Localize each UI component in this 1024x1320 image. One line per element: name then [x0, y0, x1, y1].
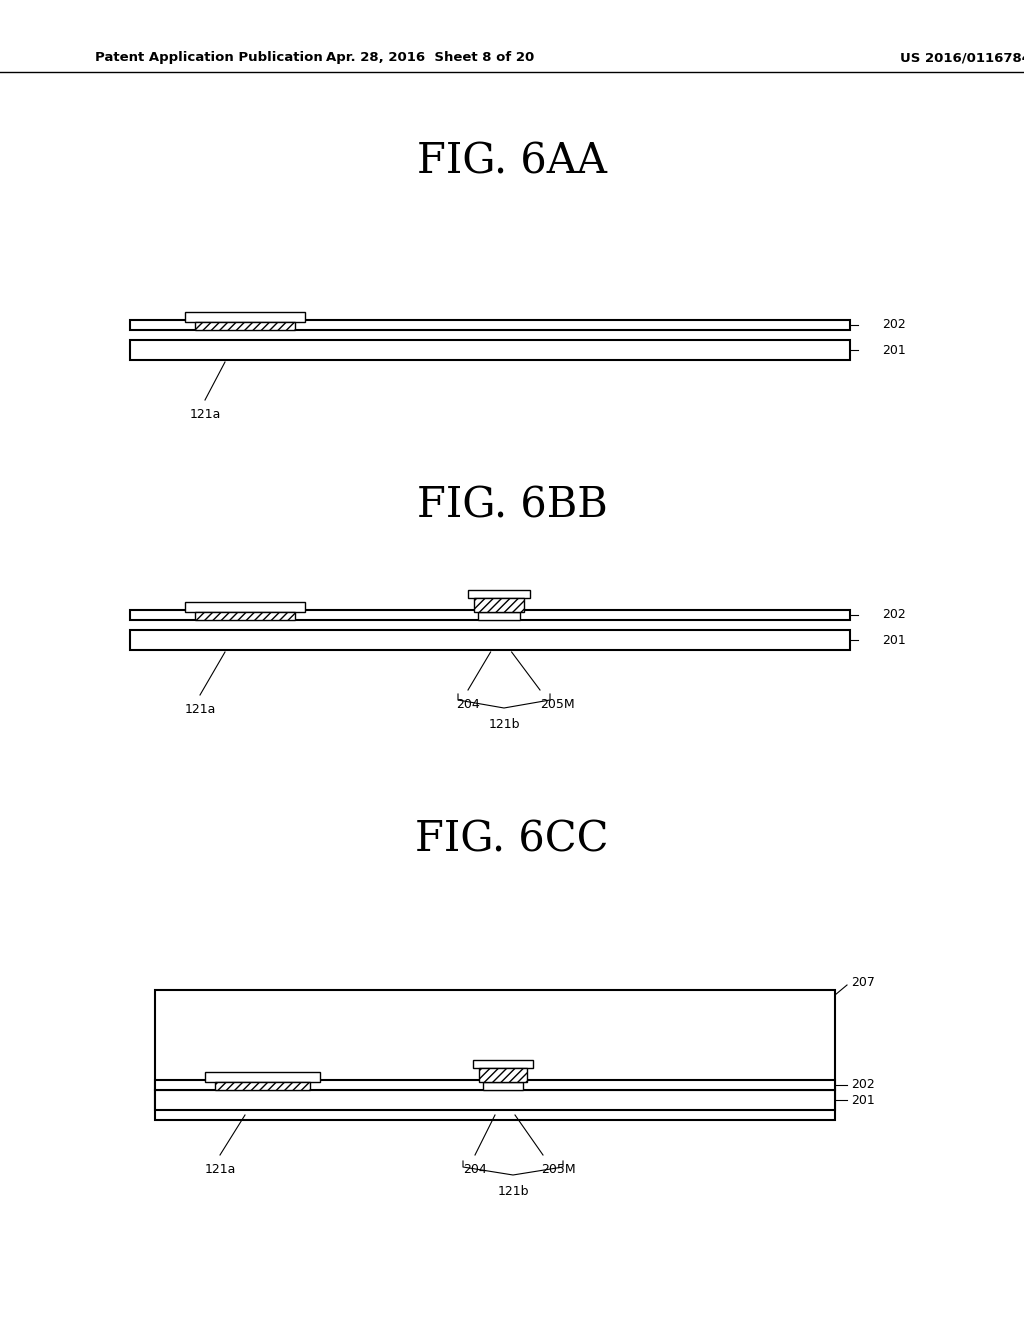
Text: 121b: 121b: [488, 718, 520, 731]
Text: 204: 204: [456, 698, 480, 711]
Text: 205M: 205M: [540, 698, 574, 711]
Text: 205M: 205M: [541, 1163, 575, 1176]
Bar: [155, 1080, 835, 1090]
Bar: [215, 1082, 310, 1090]
Text: FIG. 6CC: FIG. 6CC: [416, 818, 608, 861]
Bar: [130, 610, 850, 620]
Bar: [130, 341, 850, 360]
Bar: [195, 322, 295, 330]
Bar: [130, 630, 850, 649]
Bar: [155, 1090, 835, 1110]
Text: 202: 202: [882, 318, 906, 331]
Text: 121b: 121b: [498, 1185, 528, 1199]
Bar: [474, 598, 524, 612]
Bar: [155, 990, 835, 1119]
Bar: [185, 602, 305, 612]
Text: 121a: 121a: [184, 704, 216, 715]
Text: FIG. 6BB: FIG. 6BB: [417, 484, 607, 525]
Bar: [478, 612, 520, 620]
Text: 121a: 121a: [205, 1163, 236, 1176]
Text: 204: 204: [463, 1163, 486, 1176]
Bar: [205, 1072, 319, 1082]
Text: 201: 201: [882, 343, 906, 356]
Text: 201: 201: [851, 1093, 874, 1106]
Text: 121a: 121a: [189, 408, 221, 421]
Bar: [185, 312, 305, 322]
Text: 202: 202: [882, 609, 906, 622]
Text: Apr. 28, 2016  Sheet 8 of 20: Apr. 28, 2016 Sheet 8 of 20: [326, 51, 535, 65]
Bar: [130, 319, 850, 330]
Bar: [468, 590, 530, 598]
Text: US 2016/0116784 A1: US 2016/0116784 A1: [900, 51, 1024, 65]
Text: 201: 201: [882, 634, 906, 647]
Bar: [195, 612, 295, 620]
Bar: [473, 1060, 534, 1068]
Text: Patent Application Publication: Patent Application Publication: [95, 51, 323, 65]
Text: 207: 207: [851, 975, 874, 989]
Bar: [479, 1068, 527, 1082]
Text: 202: 202: [851, 1078, 874, 1092]
Text: FIG. 6AA: FIG. 6AA: [417, 141, 607, 183]
Bar: [483, 1082, 523, 1090]
